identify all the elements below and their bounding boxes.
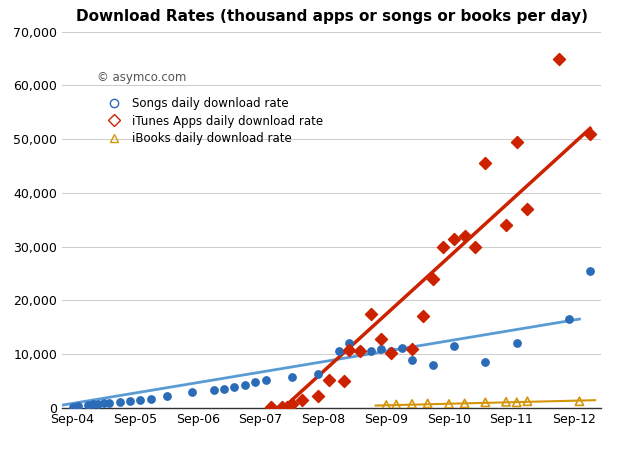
Point bbox=[512, 340, 521, 347]
Point bbox=[324, 376, 334, 383]
Point bbox=[313, 392, 323, 400]
Point bbox=[407, 400, 417, 408]
Text: © asymco.com: © asymco.com bbox=[97, 71, 187, 84]
Point bbox=[376, 335, 386, 342]
Point bbox=[240, 381, 250, 389]
Point bbox=[366, 310, 376, 318]
Point bbox=[480, 159, 490, 167]
Point bbox=[407, 345, 417, 352]
Point bbox=[355, 346, 365, 353]
Point bbox=[423, 400, 433, 407]
Point bbox=[501, 398, 511, 405]
Point bbox=[99, 400, 109, 407]
Point bbox=[104, 399, 114, 406]
Point bbox=[366, 348, 376, 355]
Title: Download Rates (thousand apps or songs or books per day): Download Rates (thousand apps or songs o… bbox=[76, 9, 588, 24]
Point bbox=[376, 345, 386, 352]
Point bbox=[428, 275, 438, 282]
Point bbox=[281, 403, 291, 410]
Point bbox=[449, 235, 459, 242]
Point bbox=[459, 232, 469, 240]
Point bbox=[523, 398, 533, 405]
Point bbox=[250, 379, 260, 386]
Point bbox=[313, 371, 323, 378]
Point bbox=[339, 377, 349, 385]
Point bbox=[428, 361, 438, 368]
Point bbox=[480, 358, 490, 366]
Point bbox=[277, 403, 286, 410]
Point bbox=[297, 396, 307, 403]
Point bbox=[162, 392, 172, 400]
Point bbox=[523, 205, 533, 212]
Point bbox=[344, 346, 354, 353]
Point bbox=[219, 385, 229, 392]
Point bbox=[209, 386, 219, 394]
Point bbox=[444, 400, 454, 408]
Point bbox=[391, 401, 401, 408]
Point bbox=[261, 376, 271, 383]
Point bbox=[68, 403, 78, 410]
Point bbox=[73, 402, 82, 410]
Point bbox=[229, 384, 239, 391]
Point bbox=[344, 340, 354, 347]
Point bbox=[501, 222, 511, 229]
Point bbox=[334, 348, 344, 355]
Point bbox=[564, 315, 574, 323]
Point bbox=[585, 130, 595, 137]
Point bbox=[146, 395, 156, 403]
Point bbox=[554, 55, 564, 62]
Point bbox=[575, 398, 585, 405]
Point bbox=[512, 399, 521, 406]
Point bbox=[94, 400, 104, 408]
Point bbox=[459, 400, 469, 407]
Point bbox=[125, 398, 135, 405]
Point bbox=[470, 243, 480, 250]
Point bbox=[386, 348, 396, 355]
Point bbox=[512, 138, 521, 145]
Legend: Songs daily download rate, iTunes Apps daily download rate, iBooks daily downloa: Songs daily download rate, iTunes Apps d… bbox=[97, 92, 327, 150]
Point bbox=[355, 348, 365, 355]
Point bbox=[449, 342, 459, 350]
Point bbox=[287, 401, 297, 408]
Point bbox=[266, 404, 276, 411]
Point bbox=[381, 401, 391, 409]
Point bbox=[585, 267, 595, 275]
Point bbox=[386, 349, 396, 357]
Point bbox=[287, 373, 297, 380]
Point bbox=[83, 401, 93, 409]
Point bbox=[397, 344, 407, 351]
Point bbox=[480, 399, 490, 406]
Point bbox=[407, 357, 417, 364]
Point bbox=[438, 243, 448, 250]
Point bbox=[115, 398, 125, 405]
Point bbox=[418, 313, 428, 320]
Point bbox=[89, 401, 99, 408]
Point bbox=[135, 396, 145, 404]
Point bbox=[187, 388, 197, 395]
